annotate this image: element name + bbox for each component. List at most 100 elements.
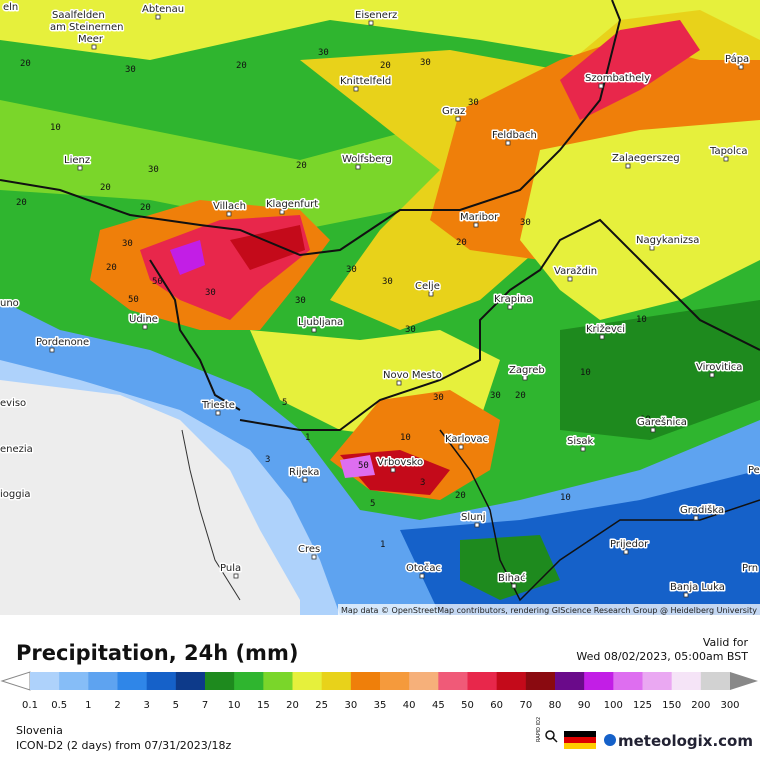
legend-label: 1 [85,700,91,711]
contour-label: 10 [636,315,647,325]
city-marker [49,347,55,353]
city-marker [455,116,461,122]
contour-label: 30 [520,218,531,228]
legend-swatch [671,672,702,690]
city-marker [368,20,374,26]
contour-label: 30 [468,98,479,108]
legend-title: Precipitation, 24h (mm) [16,641,298,665]
contour-label: 30 [490,391,501,401]
legend-label: 30 [344,700,357,711]
city-marker [473,222,479,228]
contour-label: 30 [205,288,216,298]
contour-label: 30 [125,65,136,75]
legend-swatch [175,672,206,690]
legend-swatch [292,672,323,690]
city-marker [738,64,744,70]
legend-swatch [467,672,498,690]
contour-label: 20 [456,238,467,248]
contour-label: 20 [380,61,391,71]
city-label: Meer [78,34,104,45]
city-label: Varaždin [554,265,597,277]
city-marker [599,334,605,340]
legend-label: 15 [257,700,270,711]
brand[interactable]: meteologix.com [618,732,753,750]
legend-label: 60 [490,700,503,711]
contour-label: 1 [380,540,385,550]
contour-label: 3 [420,478,425,488]
contour-label: 3 [265,455,270,465]
legend-swatch [234,672,264,690]
city-label: Karlovac [445,434,488,445]
city-label: Eisenerz [355,10,397,21]
city-label: Sisak [567,436,593,447]
legend-swatch [117,672,148,690]
legend-label: 300 [720,700,739,711]
city-label: Virovitica [696,362,742,373]
legend-swatch [380,672,410,690]
contour-label: 30 [433,393,444,403]
contour-label: 30 [346,265,357,275]
contour-label: 10 [400,433,411,443]
city-label: Knittelfeld [340,76,391,87]
badge: RAPID ID2 [536,717,542,742]
city-marker [580,446,586,452]
city-marker [155,14,161,20]
legend-label: 125 [633,700,652,711]
contour-label: 50 [128,295,139,305]
contour-label: 50 [358,461,369,471]
contour-label: 1 [305,433,310,443]
legend-label: 70 [519,700,532,711]
city-marker [474,522,480,528]
city-marker [650,427,656,433]
city-marker [311,327,317,333]
city-label: Križevci [586,323,625,335]
legend-label: 100 [604,700,623,711]
city-label: Trieste [201,400,235,411]
city-marker [233,573,239,579]
city-marker [428,291,434,297]
city-marker [91,44,97,50]
city-marker [598,83,604,89]
legend-swatch [321,672,352,690]
legend-arrow-high [730,672,758,690]
legend-label: 80 [549,700,562,711]
legend-swatch [30,672,60,690]
contour-label: 10 [560,493,571,503]
city-marker [353,86,359,92]
city-marker [522,375,528,381]
city-marker [623,549,629,555]
contour-label: 10 [50,123,61,133]
city-label: Maribor [460,212,499,223]
city-marker [505,140,511,146]
city-marker [511,583,517,589]
model-run: ICON-D2 (2 days) from 07/31/2023/18z [16,739,231,752]
contour-label: 20 [140,203,151,213]
city-marker [396,380,402,386]
legend-label: 2 [114,700,120,711]
city-label: Rijeka [289,467,319,478]
city-marker [458,444,464,450]
legend-label: 25 [315,700,328,711]
city-label: Otočac [406,562,441,574]
contour-label: 20 [20,59,31,69]
city-label: Wolfsberg [342,154,392,165]
legend-swatch [409,672,439,690]
city-label: Banja Luka [670,582,725,593]
valid-label: Valid for [703,636,749,649]
city-marker [649,245,655,251]
city-label: Pápa [725,53,749,65]
city-label: Prijedor [610,539,649,550]
legend-swatch [59,672,89,690]
contour-label: 20 [16,198,27,208]
legend-swatch [555,672,585,690]
legend-label: 45 [432,700,445,711]
city-marker [693,515,699,521]
city-label: Garešnica [637,416,687,428]
region: Slovenia [16,724,63,737]
city-label: uno [0,298,19,309]
legend-swatch [613,672,643,690]
city-marker [419,573,425,579]
legend-arrow-low [0,671,31,691]
map: 20 30 20 30 20 30 30 20 10 20 30 20 30 50 50 30 20 20 30 30… [0,0,760,615]
